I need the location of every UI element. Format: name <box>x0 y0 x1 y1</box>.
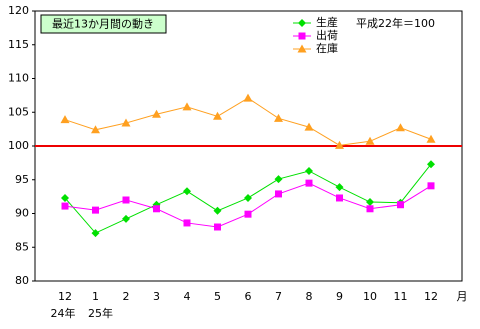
data-point <box>275 190 282 198</box>
x-tick-label: 10 <box>363 290 377 303</box>
data-point <box>274 113 283 122</box>
data-point <box>244 193 252 202</box>
annotation: 平成22年＝100 <box>356 16 435 30</box>
legend-label: 生産 <box>316 15 338 29</box>
data-point <box>122 214 130 223</box>
data-point <box>305 179 313 187</box>
x-tick-label: 11 <box>394 290 408 303</box>
legend-label: 出荷 <box>316 28 338 42</box>
data-point <box>121 118 131 127</box>
data-point <box>305 166 313 175</box>
legend-marker <box>298 32 306 40</box>
x-tick-label: 4 <box>184 290 191 303</box>
x-tick-label: 7 <box>275 290 282 303</box>
data-point <box>304 122 314 131</box>
data-point <box>122 196 130 204</box>
data-point <box>336 194 343 202</box>
x-tick-label: 8 <box>306 290 313 303</box>
title-box <box>40 14 167 34</box>
data-point <box>91 125 100 134</box>
x-unit: 月 <box>457 290 468 303</box>
data-point <box>244 210 252 218</box>
y-tick-label: 110 <box>8 72 29 85</box>
data-point <box>427 160 435 169</box>
data-point <box>152 109 161 118</box>
data-point <box>366 205 374 213</box>
data-point <box>396 123 405 132</box>
x-tick-label: 12 <box>424 290 438 303</box>
y-tick-label: 105 <box>8 105 29 118</box>
legend-label: 在庫 <box>316 41 338 55</box>
y-tick-label: 95 <box>15 173 29 186</box>
year-label: 24年 <box>51 306 76 320</box>
data-point <box>183 219 191 227</box>
data-point <box>427 182 435 190</box>
x-tick-label: 2 <box>123 290 130 303</box>
data-point <box>274 175 283 184</box>
y-tick-label: 120 <box>8 4 29 17</box>
data-point <box>182 102 192 111</box>
y-tick-label: 90 <box>15 207 29 220</box>
data-point <box>335 183 344 192</box>
data-point <box>61 193 69 202</box>
data-point <box>213 206 222 215</box>
data-point <box>366 198 374 207</box>
data-point <box>335 140 344 149</box>
x-tick-label: 9 <box>336 290 343 303</box>
x-tick-label: 12 <box>58 290 72 303</box>
data-point <box>153 205 160 213</box>
chart-title: 最近13か月間の動き <box>52 17 154 31</box>
data-point <box>61 202 69 210</box>
data-point <box>243 93 253 102</box>
x-tick-label: 3 <box>153 290 160 303</box>
year-label: 25年 <box>88 306 113 320</box>
legend-marker <box>297 44 307 53</box>
data-point <box>92 206 99 214</box>
data-point <box>214 223 221 231</box>
y-tick-label: 85 <box>15 240 29 253</box>
y-tick-label: 115 <box>8 38 29 51</box>
data-point <box>60 115 70 124</box>
data-point <box>213 111 222 120</box>
y-tick-label: 100 <box>8 139 29 152</box>
y-tick-label: 80 <box>15 274 29 287</box>
data-point <box>397 201 404 209</box>
x-tick-label: 6 <box>245 290 252 303</box>
x-tick-label: 1 <box>92 290 99 303</box>
x-tick-label: 5 <box>214 290 221 303</box>
data-point <box>91 229 100 238</box>
data-point <box>183 187 191 196</box>
legend-marker <box>298 19 306 27</box>
data-point <box>365 136 375 145</box>
data-point <box>426 134 436 143</box>
